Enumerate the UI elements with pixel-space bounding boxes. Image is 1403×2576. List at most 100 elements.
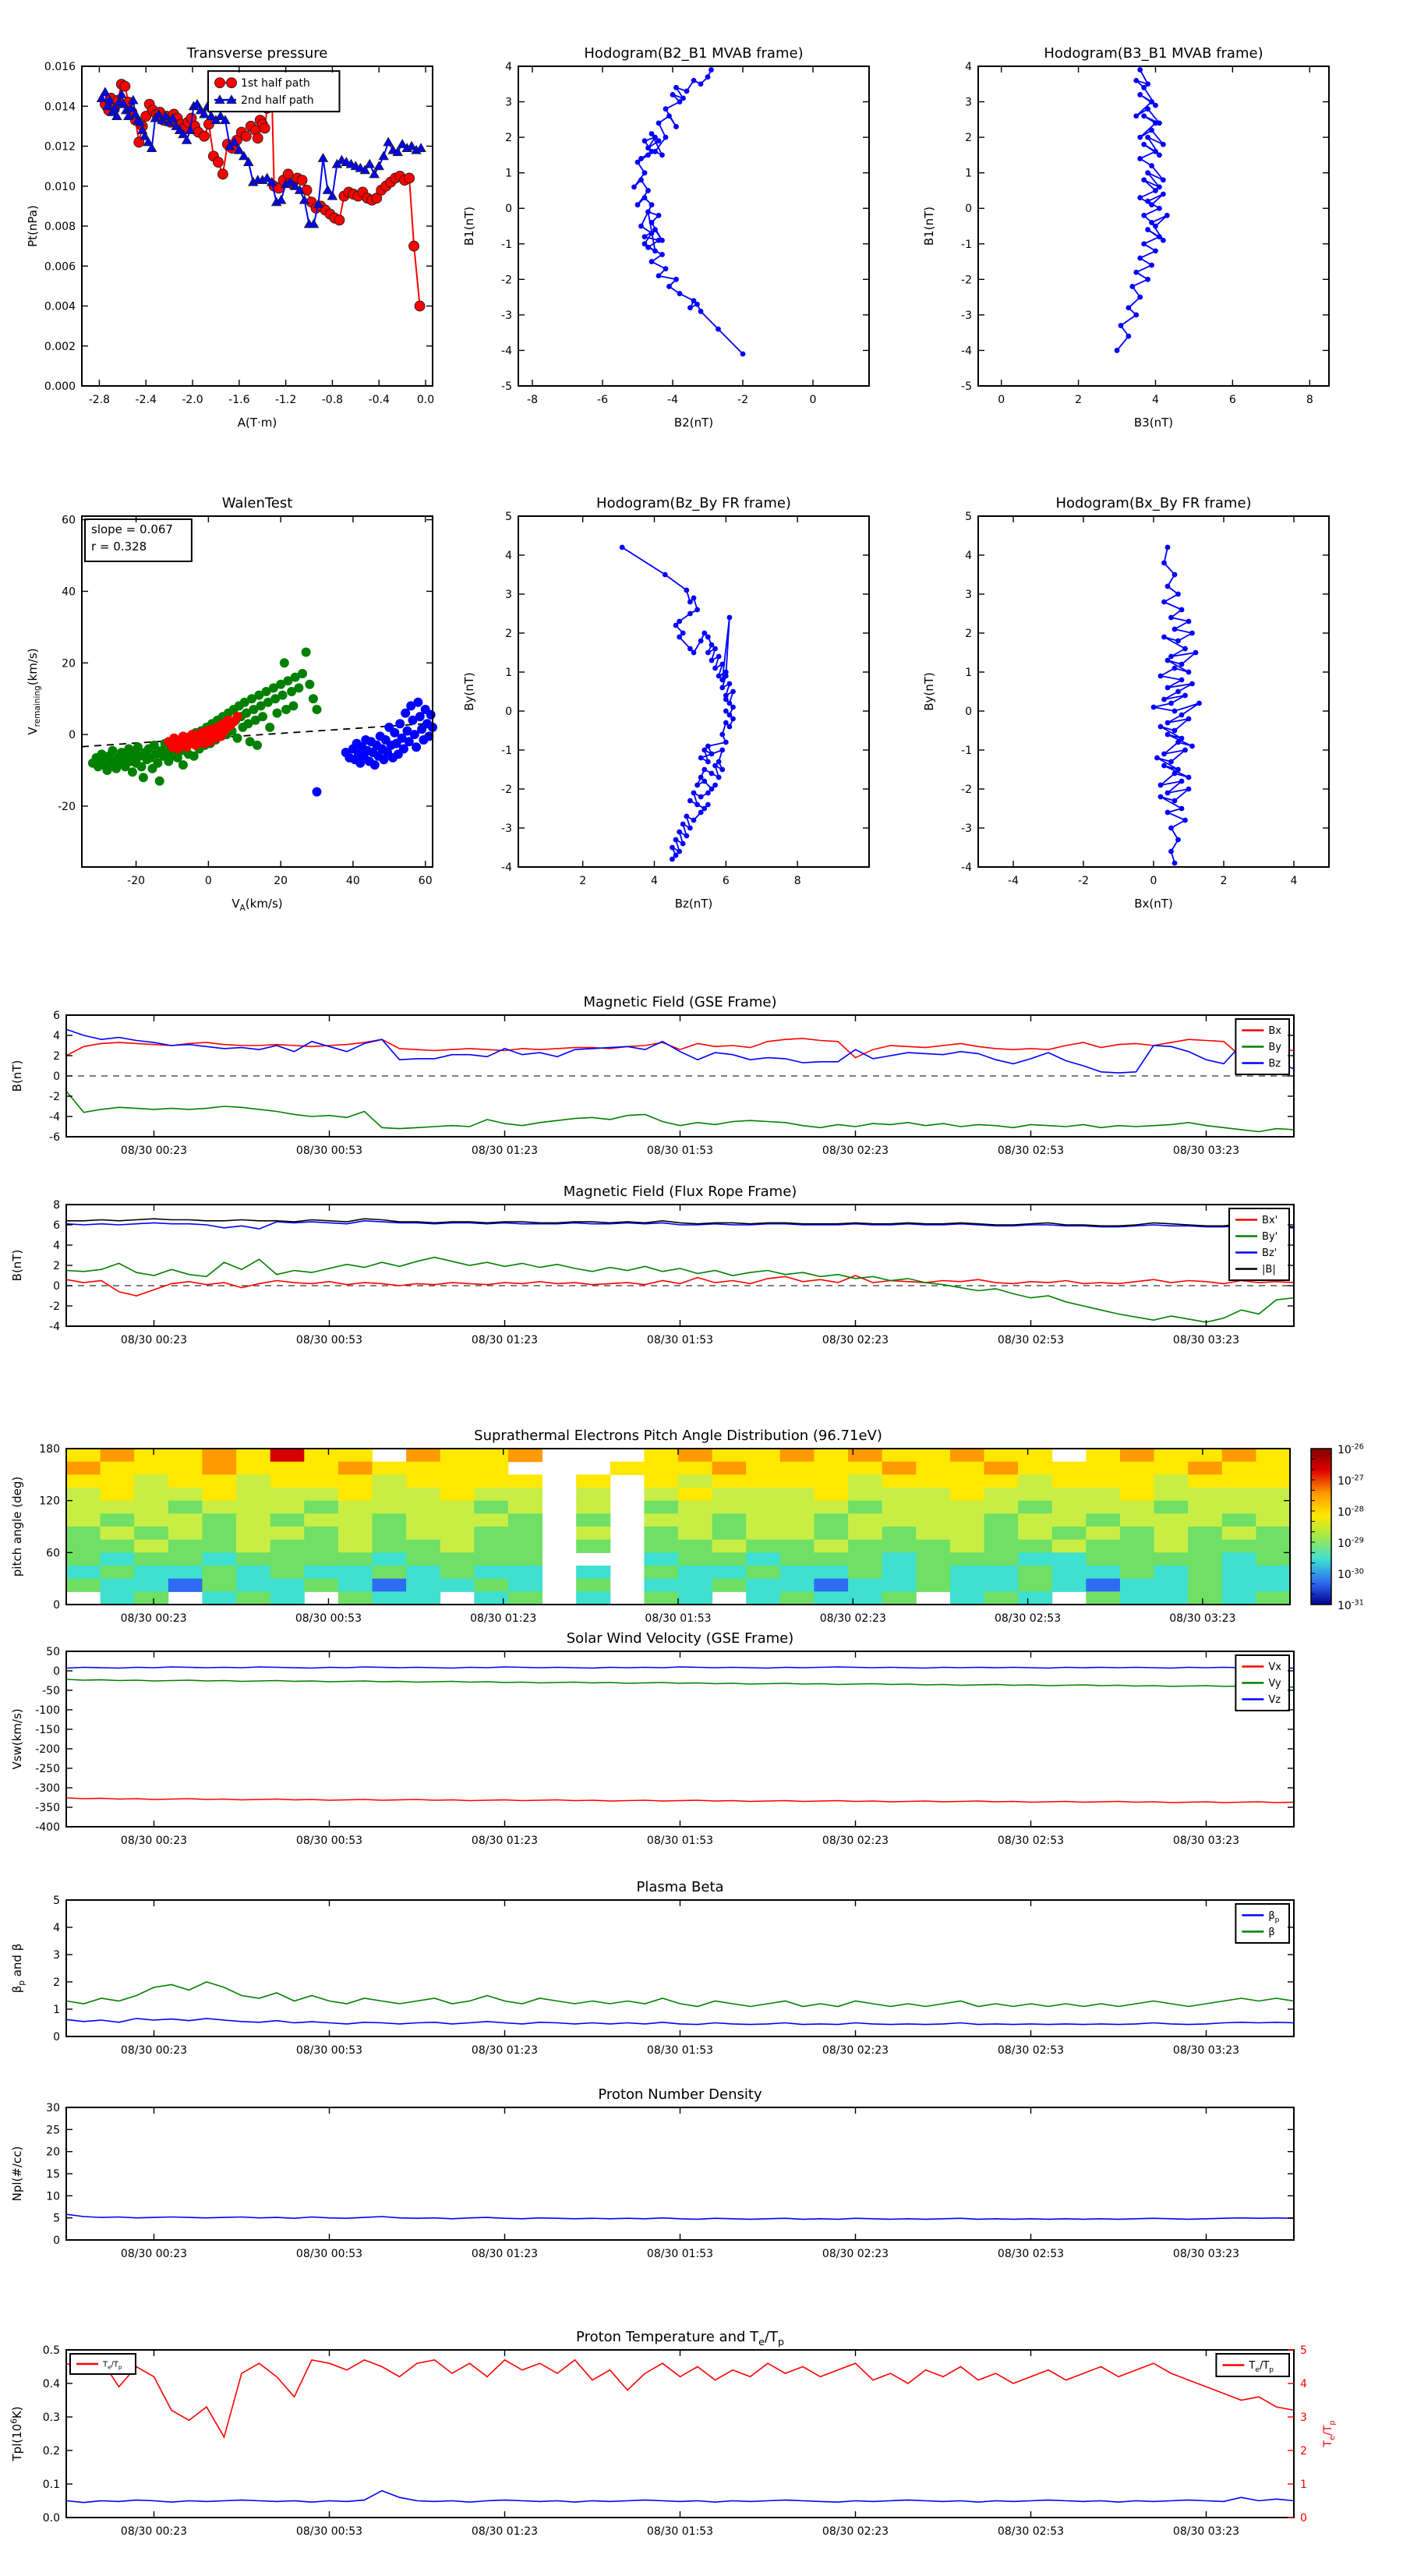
heatmap-cell bbox=[474, 1500, 509, 1514]
marker-dot bbox=[1149, 163, 1154, 168]
heatmap-cell bbox=[440, 1474, 475, 1488]
marker-dot bbox=[687, 798, 693, 804]
marker-dot bbox=[698, 809, 704, 816]
marker-dot bbox=[1145, 276, 1150, 282]
scatter-point bbox=[242, 708, 252, 718]
axes-frame bbox=[65, 2107, 1295, 2241]
scatter-point bbox=[408, 715, 418, 725]
heatmap-cell bbox=[100, 1578, 135, 1592]
x-tick-label: 08/30 02:53 bbox=[998, 2248, 1064, 2260]
heatmap-cell bbox=[882, 1552, 917, 1566]
heatmap-cell bbox=[678, 1500, 713, 1514]
heatmap-cell bbox=[100, 1591, 135, 1605]
marker-dot bbox=[1153, 248, 1158, 254]
x-tick-label: 08/30 01:53 bbox=[647, 2525, 713, 2538]
y-tick-label: -4 bbox=[501, 345, 512, 357]
heatmap-cell bbox=[1051, 1527, 1087, 1541]
heatmap-cell bbox=[882, 1488, 917, 1502]
marker-dot bbox=[1137, 255, 1143, 261]
heatmap-cell bbox=[1018, 1461, 1053, 1475]
y-tick-label: 0 bbox=[505, 203, 512, 215]
heatmap-cell bbox=[1119, 1527, 1154, 1541]
x-tick-label: 20 bbox=[274, 875, 288, 887]
marker-triangle bbox=[313, 198, 324, 208]
panel-title: Suprathermal Electrons Pitch Angle Distr… bbox=[474, 1428, 882, 1444]
marker-triangle bbox=[308, 218, 320, 228]
marker-dot bbox=[673, 837, 679, 843]
panel-title: Transverse pressure bbox=[186, 45, 328, 62]
heatmap-cell bbox=[1119, 1500, 1154, 1514]
heatmap-cell bbox=[1018, 1500, 1053, 1514]
y-tick-label: 0.000 bbox=[44, 380, 76, 393]
heatmap-cell bbox=[814, 1461, 849, 1475]
marker-dot bbox=[670, 92, 676, 97]
marker-dot bbox=[691, 77, 697, 83]
y-tick-label: -4 bbox=[49, 1321, 60, 1333]
heatmap-cell bbox=[337, 1461, 373, 1475]
heatmap-cell bbox=[100, 1527, 135, 1541]
heatmap-cell bbox=[1221, 1539, 1256, 1553]
y-tick-label: 0 bbox=[965, 706, 972, 718]
scatter-point bbox=[424, 731, 434, 741]
panel-proton-density: 08/30 00:23 08/30 00:53 08/30 01:23 08/30 0… bbox=[10, 2086, 1295, 2260]
heatmap-cell bbox=[406, 1566, 441, 1580]
y-tick-label: -400 bbox=[35, 1821, 60, 1834]
heatmap-cell bbox=[644, 1461, 679, 1475]
heatmap-cell bbox=[1256, 1500, 1291, 1514]
heatmap-cell bbox=[1256, 1539, 1291, 1553]
heatmap-cell bbox=[1154, 1474, 1189, 1488]
marker-dot bbox=[659, 237, 665, 243]
marker-dot bbox=[1182, 646, 1188, 652]
heatmap-cell bbox=[1119, 1591, 1154, 1605]
marker-dot bbox=[1157, 152, 1162, 158]
scatter-point bbox=[288, 701, 299, 711]
marker-triangle bbox=[146, 143, 157, 153]
heatmap-cell bbox=[66, 1449, 101, 1463]
marker-dot bbox=[719, 685, 726, 691]
marker-dot bbox=[1161, 560, 1167, 566]
marker-dot bbox=[702, 805, 708, 812]
x-tick-label: 08/30 00:53 bbox=[296, 2525, 362, 2538]
heatmap-cell bbox=[746, 1488, 781, 1502]
heatmap-cell bbox=[100, 1566, 135, 1580]
marker-dot bbox=[1164, 657, 1171, 663]
marker-dot bbox=[1160, 177, 1166, 183]
heatmap-cell bbox=[372, 1513, 407, 1527]
x-tick-label: 08/30 00:53 bbox=[296, 2248, 362, 2260]
heatmap-cell bbox=[848, 1488, 883, 1502]
marker-dot bbox=[666, 113, 672, 119]
heatmap-cell bbox=[337, 1527, 373, 1541]
annotation-text: r = 0.328 bbox=[91, 540, 147, 554]
heatmap-cell bbox=[1119, 1566, 1154, 1580]
y-tick-label: 2 bbox=[505, 628, 512, 640]
marker-dot bbox=[1164, 790, 1171, 796]
heatmap-cell bbox=[100, 1488, 135, 1502]
marker-triangle bbox=[96, 93, 108, 102]
marker-dot bbox=[716, 653, 722, 660]
y-tick-label: -2 bbox=[501, 274, 512, 286]
heatmap-cell bbox=[372, 1552, 407, 1566]
heatmap-cell bbox=[916, 1539, 951, 1553]
y-axis-label: B(nT) bbox=[10, 1250, 24, 1282]
marker-circle bbox=[119, 80, 131, 92]
marker-dot bbox=[1133, 77, 1140, 83]
marker-dot bbox=[1189, 743, 1195, 749]
marker-dot bbox=[716, 759, 722, 765]
heatmap-cell bbox=[270, 1513, 305, 1527]
legend-label: Bx bbox=[1268, 1025, 1281, 1037]
heatmap-cell bbox=[916, 1488, 951, 1502]
heatmap-cell bbox=[916, 1566, 951, 1580]
marker-dot bbox=[719, 661, 726, 667]
heatmap-cell bbox=[1188, 1474, 1223, 1488]
marker-dot bbox=[652, 148, 658, 154]
marker-triangle bbox=[275, 194, 287, 204]
y-tick-label: -6 bbox=[49, 1131, 60, 1144]
heatmap-cell bbox=[848, 1449, 883, 1463]
marker-dot bbox=[1114, 348, 1120, 353]
y-tick-label: 15 bbox=[46, 2168, 60, 2181]
legend-label: Vx bbox=[1268, 1661, 1281, 1673]
y-tick-label: 0.012 bbox=[44, 141, 76, 154]
heatmap-cell bbox=[1256, 1449, 1291, 1463]
marker-dot bbox=[1141, 177, 1147, 183]
